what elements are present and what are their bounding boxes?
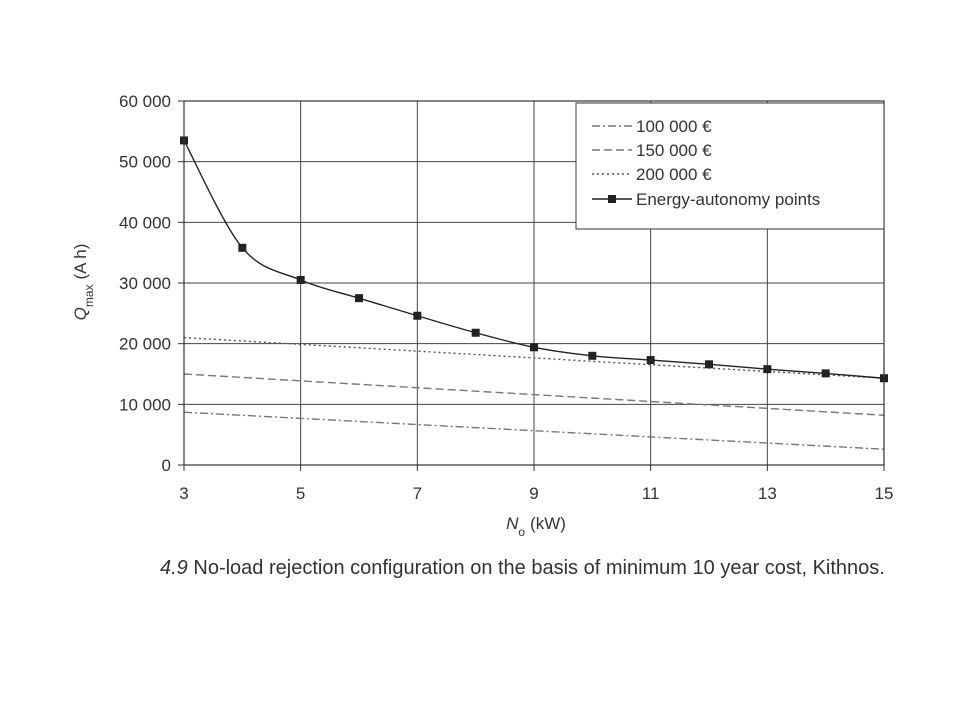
x-tick-label: 15 bbox=[875, 484, 894, 503]
energy-autonomy-point bbox=[646, 356, 655, 365]
legend: 100 000 € 150 000 € 200 000 € Energy-aut… bbox=[575, 102, 885, 230]
y-tick-label: 10 000 bbox=[119, 395, 171, 414]
legend-label-200k: 200 000 € bbox=[636, 165, 712, 184]
y-tick-label: 30 000 bbox=[119, 274, 171, 293]
x-axis-label: No (kW) bbox=[506, 514, 566, 539]
x-tick-label: 3 bbox=[179, 484, 188, 503]
series-line-2 bbox=[183, 336, 885, 379]
y-axis-label-sub: max bbox=[82, 285, 96, 308]
caption-number: 4.9 bbox=[160, 557, 188, 579]
y-axis-label-unit: (A h) bbox=[71, 244, 90, 280]
energy-autonomy-point bbox=[413, 311, 422, 320]
y-tick-label: 60 000 bbox=[119, 92, 171, 111]
legend-label-150k: 150 000 € bbox=[636, 141, 712, 160]
series-line-0 bbox=[183, 411, 885, 450]
x-axis-label-main: N bbox=[506, 514, 519, 533]
x-tick-label: 13 bbox=[758, 484, 777, 503]
caption-text: No-load rejection configuration on the b… bbox=[193, 557, 885, 579]
y-axis-label: Qmax (A h) bbox=[71, 244, 96, 321]
energy-autonomy-point bbox=[238, 243, 247, 252]
series-line-1 bbox=[183, 373, 885, 416]
x-axis-label-unit: (kW) bbox=[530, 514, 566, 533]
x-axis-label-sub: o bbox=[518, 525, 525, 539]
y-axis-label-main: Q bbox=[71, 307, 90, 320]
axis-ticks: 0 10 000 20 000 30 000 40 000 50 000 60 000 3 5 7… bbox=[119, 92, 893, 503]
x-tick-label: 5 bbox=[296, 484, 305, 503]
legend-marker-square bbox=[608, 195, 616, 203]
energy-autonomy-point bbox=[705, 360, 713, 369]
energy-autonomy-point bbox=[588, 351, 597, 360]
legend-item-energy-autonomy: Energy-autonomy points bbox=[592, 190, 820, 209]
energy-autonomy-point bbox=[355, 294, 363, 303]
y-tick-label: 0 bbox=[162, 456, 171, 475]
y-tick-label: 40 000 bbox=[119, 213, 171, 232]
legend-box bbox=[575, 102, 885, 230]
x-tick-label: 7 bbox=[413, 484, 422, 503]
energy-autonomy-point bbox=[821, 369, 830, 378]
energy-autonomy-point bbox=[763, 365, 772, 374]
y-tick-label: 50 000 bbox=[119, 153, 171, 172]
legend-item-150k: 150 000 € bbox=[592, 141, 712, 160]
legend-label-100k: 100 000 € bbox=[636, 117, 712, 136]
x-tick-label: 9 bbox=[529, 484, 538, 503]
legend-item-100k: 100 000 € bbox=[592, 117, 712, 136]
figure-caption: 4.9 No-load rejection configuration on t… bbox=[160, 556, 900, 580]
y-tick-label: 20 000 bbox=[119, 335, 171, 354]
energy-autonomy-point bbox=[530, 343, 538, 352]
x-tick-label: 11 bbox=[642, 484, 660, 503]
energy-autonomy-point bbox=[471, 328, 480, 337]
energy-autonomy-point bbox=[296, 275, 305, 284]
legend-item-200k: 200 000 € bbox=[592, 165, 712, 184]
legend-label-energy-autonomy: Energy-autonomy points bbox=[636, 190, 820, 209]
